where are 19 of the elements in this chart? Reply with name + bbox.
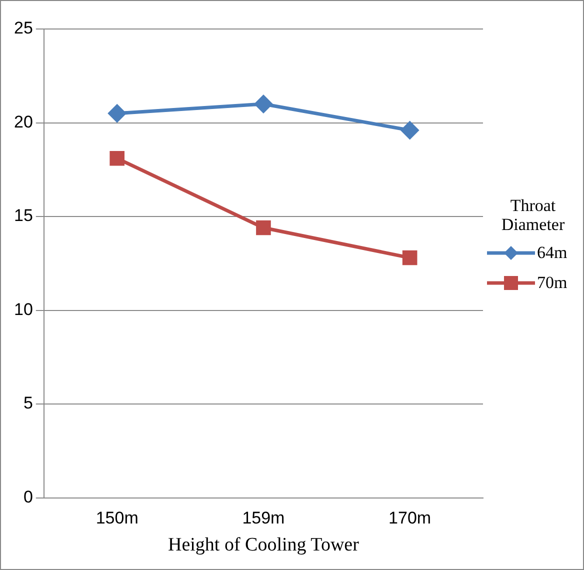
x-tick-label: 159m (242, 508, 285, 528)
y-tick-label: 15 (14, 206, 33, 226)
legend-label: 64m (537, 243, 568, 263)
x-tick-label: 150m (96, 508, 138, 528)
point (108, 104, 126, 122)
x-tick-label: 170m (388, 508, 432, 528)
legend-title: Throat Diameter (500, 196, 566, 234)
point (402, 250, 418, 266)
point (254, 95, 272, 113)
y-tick-label: 10 (14, 300, 33, 319)
y-tick-label: 20 (14, 112, 33, 132)
point (256, 220, 271, 236)
y-tick-label: 0 (23, 487, 33, 506)
y-tick-label: 25 (14, 18, 33, 38)
legend-label: 70m (537, 273, 568, 293)
point (401, 122, 419, 140)
x-axis-title: Height of Cooling Tower (168, 534, 360, 556)
y-tick-label: 5 (23, 394, 33, 413)
point (110, 150, 124, 166)
